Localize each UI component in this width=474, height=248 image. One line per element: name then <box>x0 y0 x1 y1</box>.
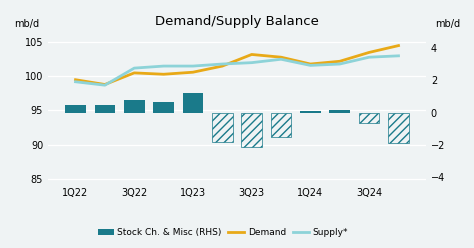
Title: Demand/Supply Balance: Demand/Supply Balance <box>155 15 319 28</box>
Bar <box>271 113 292 137</box>
Bar <box>300 111 321 113</box>
Text: mb/d: mb/d <box>14 19 39 29</box>
Bar <box>95 105 115 113</box>
Legend: Stock Ch. & Misc (RHS), Demand, Supply*: Stock Ch. & Misc (RHS), Demand, Supply* <box>94 225 352 241</box>
Bar <box>153 102 174 113</box>
Text: mb/d: mb/d <box>435 19 460 29</box>
Bar <box>65 105 86 113</box>
Bar <box>124 100 145 113</box>
Bar <box>241 113 262 147</box>
Bar <box>359 113 379 123</box>
Bar <box>182 93 203 113</box>
Bar <box>388 113 409 144</box>
Bar <box>329 110 350 113</box>
Bar <box>212 113 233 142</box>
